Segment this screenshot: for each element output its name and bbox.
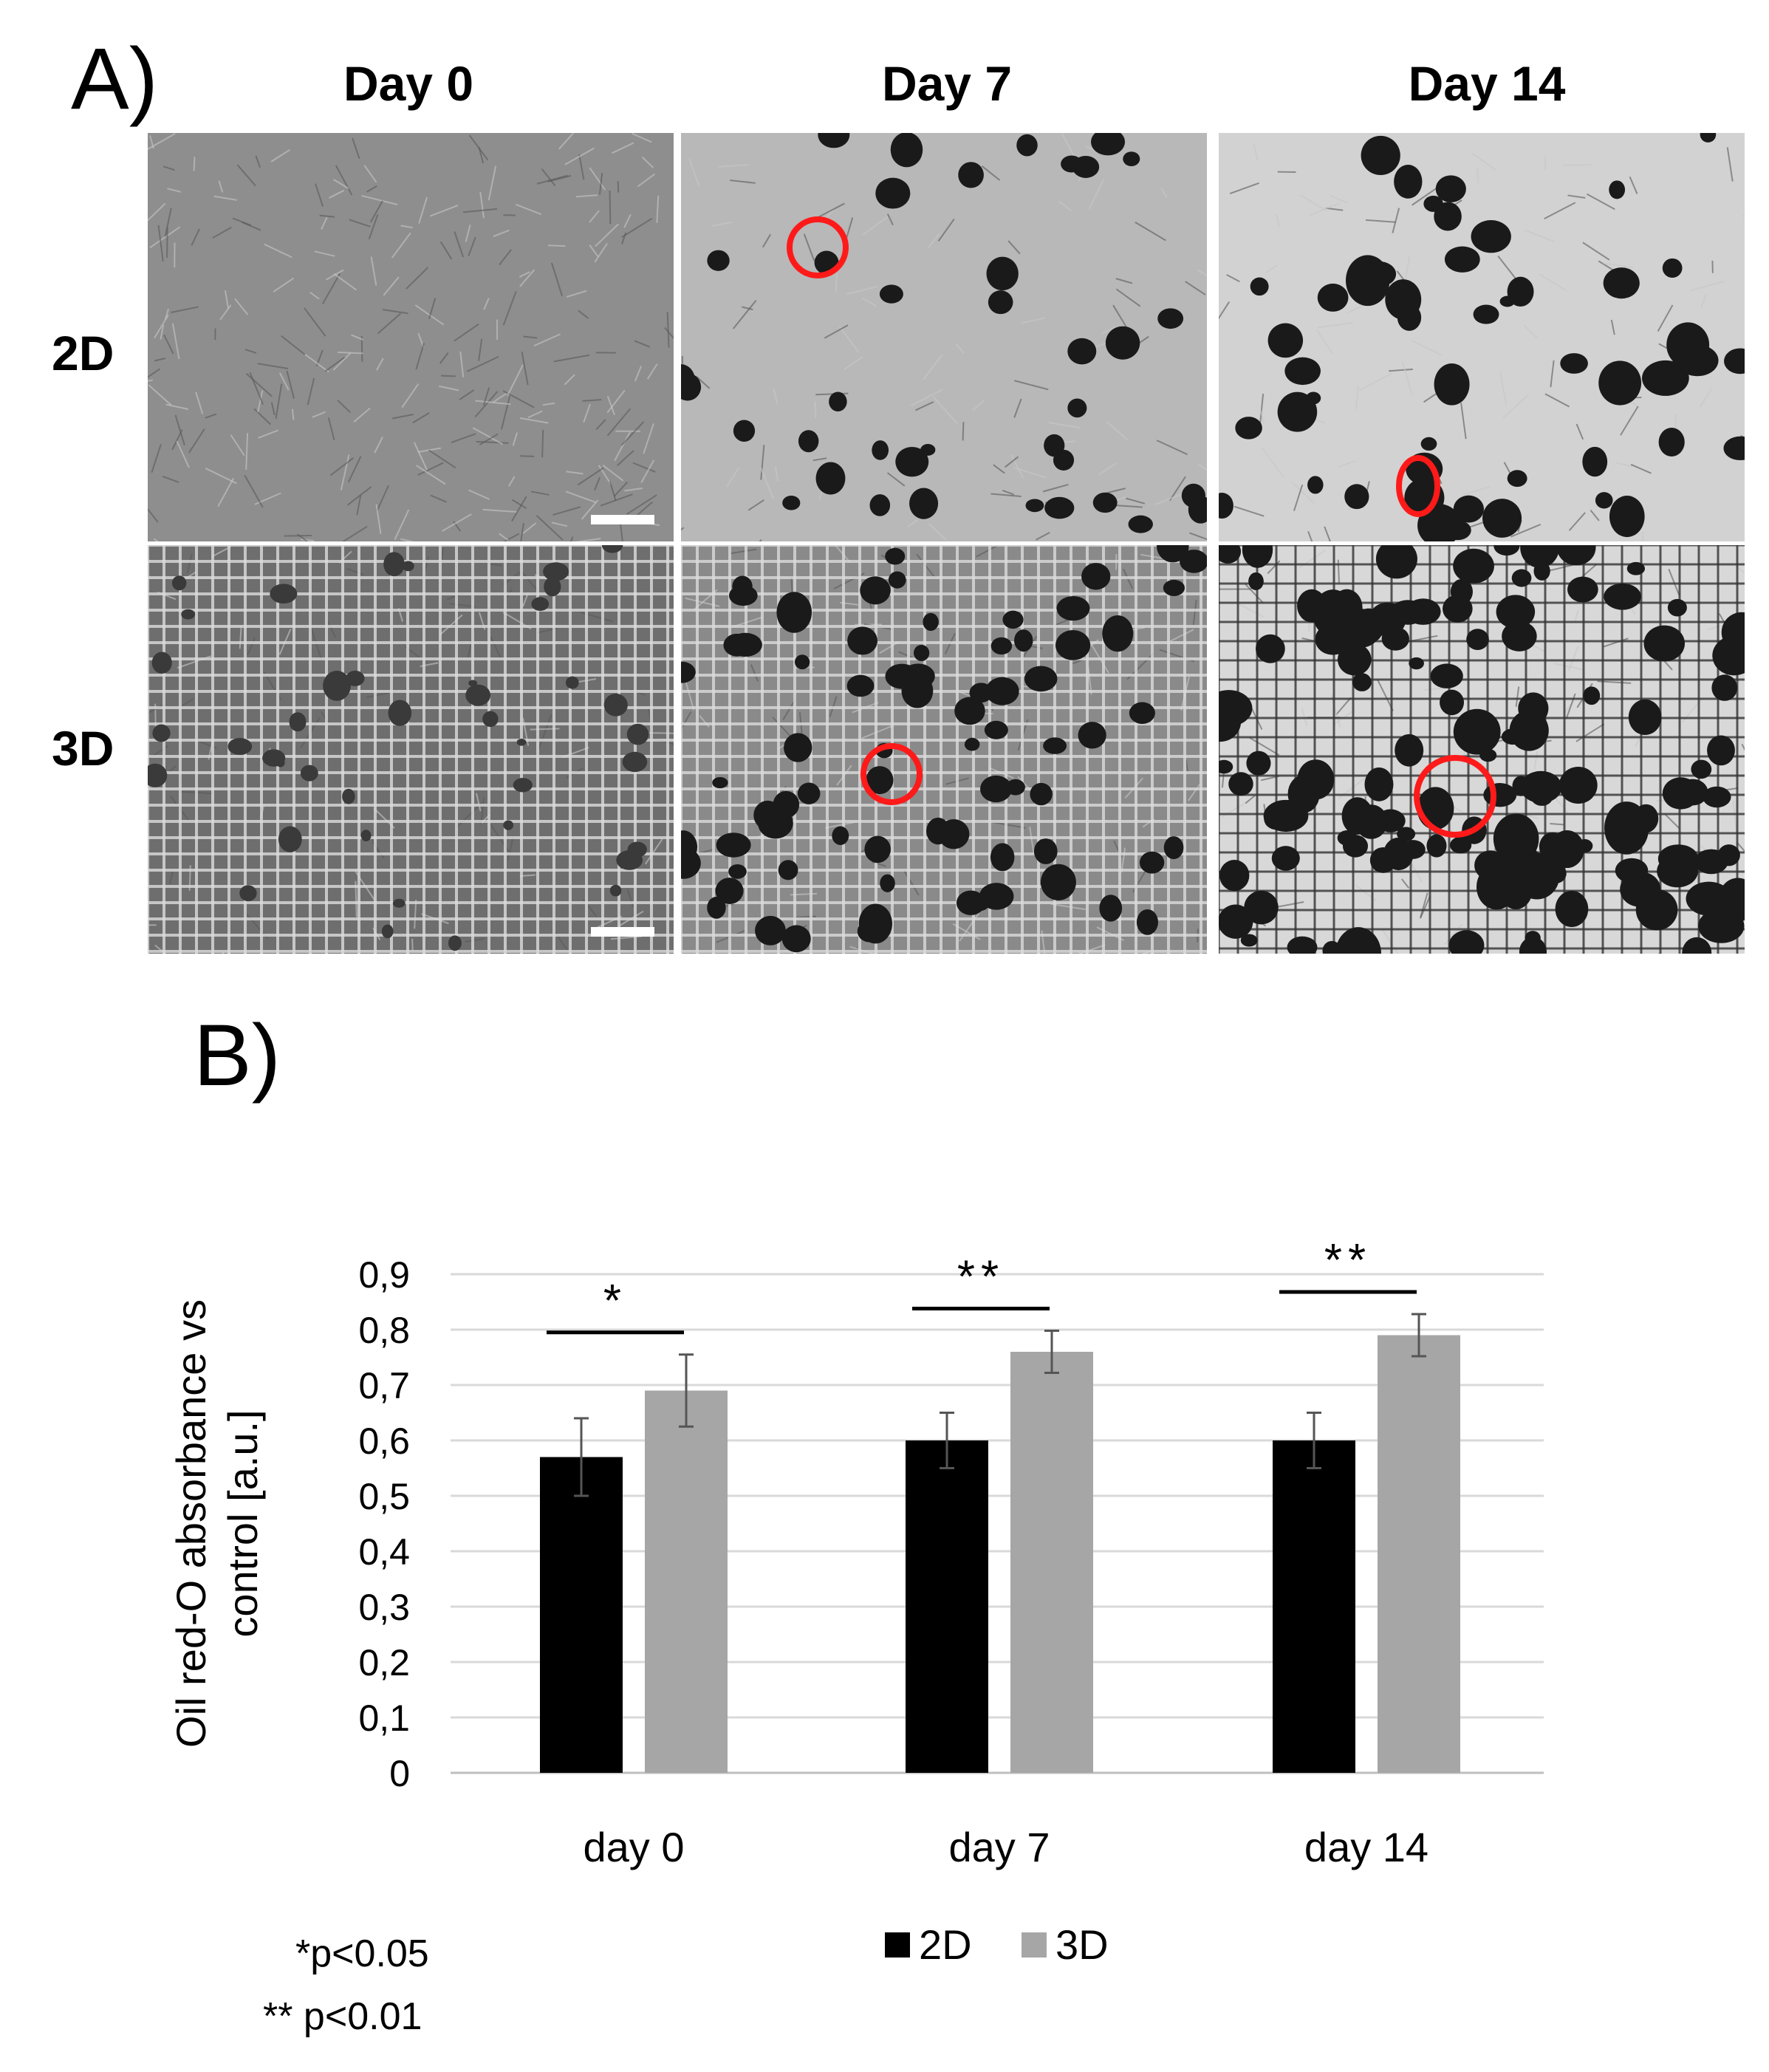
column-title-day7: Day 7 [881, 56, 1013, 111]
legend-label-2d: 2D [919, 1921, 972, 1968]
micrograph-2d-day7 [681, 133, 1207, 541]
bar-2d-day7 [906, 1440, 988, 1773]
scale-bar [591, 515, 654, 524]
y-axis-label: Oil red-O absorbance vs control [a.u.] [168, 1299, 266, 1748]
y-tick-label: 0,3 [358, 1587, 410, 1628]
bar-3d-day7 [1010, 1352, 1093, 1773]
micrograph-3d-day0 [148, 545, 674, 954]
row-title-2d: 2D [52, 326, 114, 380]
significance-marker: ** [957, 1252, 1005, 1303]
y-tick-label: 0,9 [358, 1254, 410, 1296]
y-tick-label: 0 [389, 1753, 410, 1794]
significance-marker: ** [1324, 1235, 1372, 1286]
highlight-circle [787, 216, 849, 278]
micrograph-2d-day0 [148, 133, 674, 541]
micrograph-3d-day14 [1219, 545, 1745, 954]
bar-2d-day0 [540, 1457, 623, 1773]
y-tick-label: 0,6 [358, 1420, 410, 1462]
bar-chart: 0 0,1 0,2 0,3 0,4 0,5 0,6 0,7 0,8 0,9 Oil red-O ab… [168, 1235, 1544, 1968]
panel-b-label: B) [194, 1007, 281, 1104]
panel-a-label: A) [71, 30, 158, 128]
highlight-circle [860, 743, 923, 805]
column-title-day14: Day 14 [1408, 56, 1566, 111]
legend-swatch-2d [885, 1932, 910, 1958]
micrograph-3d-day7 [681, 545, 1207, 954]
footnote-p005: *p<0.05 [295, 1932, 429, 1975]
bar-2d-day14 [1273, 1440, 1355, 1773]
x-tick-label: day 7 [949, 1824, 1050, 1870]
micrograph-2d-day14 [1219, 133, 1745, 541]
bar-3d-day14 [1378, 1335, 1460, 1773]
significance-marker: * [603, 1276, 627, 1327]
legend-label-3d: 3D [1055, 1921, 1109, 1968]
y-tick-label: 0,1 [358, 1697, 410, 1739]
y-tick-label: 0,4 [358, 1531, 410, 1573]
row-title-3d: 3D [52, 721, 114, 776]
footnote-p001: ** p<0.01 [263, 1995, 422, 2038]
y-tick-label: 0,7 [358, 1365, 410, 1406]
legend-swatch-3d [1022, 1932, 1047, 1958]
bar-3d-day0 [645, 1390, 728, 1773]
y-tick-label: 0,2 [358, 1642, 410, 1683]
highlight-circle [1396, 455, 1440, 517]
y-tick-label: 0,8 [358, 1310, 410, 1351]
highlight-circle [1414, 755, 1496, 838]
column-title-day0: Day 0 [343, 56, 474, 111]
y-tick-label: 0,5 [358, 1476, 410, 1517]
scale-bar [591, 927, 654, 937]
x-tick-label: day 0 [584, 1824, 685, 1870]
x-tick-label: day 14 [1304, 1824, 1428, 1870]
